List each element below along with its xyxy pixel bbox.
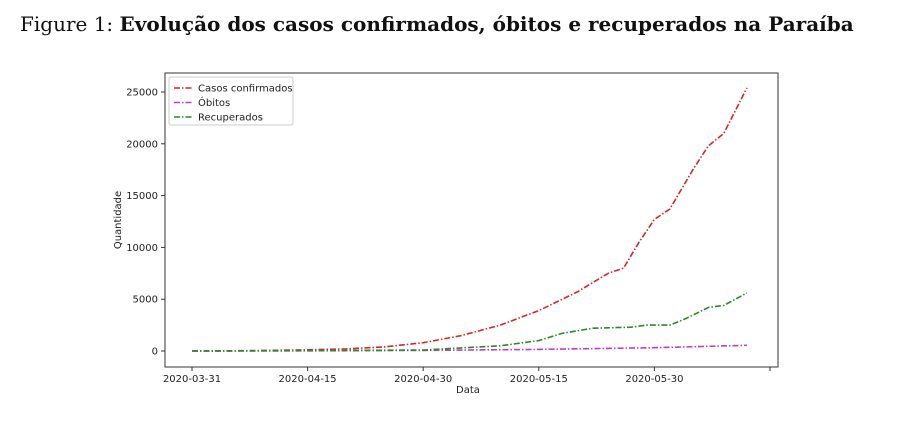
series-line-0 bbox=[191, 87, 748, 352]
series-line-2 bbox=[191, 292, 748, 352]
figure-caption: Figure 1: Evolução dos casos confirmados… bbox=[20, 12, 854, 36]
x-tick-label: 2020-03-31 bbox=[163, 374, 221, 385]
y-tick-label: 10000 bbox=[126, 243, 158, 254]
figure-label: Figure 1: bbox=[20, 12, 114, 36]
x-axis-label: Data bbox=[456, 385, 480, 396]
figure-title: Evolução dos casos confirmados, óbitos e… bbox=[119, 12, 854, 36]
y-tick-label: 0 bbox=[152, 347, 158, 358]
legend-label: Óbitos bbox=[198, 96, 230, 109]
x-tick-label: 2020-05-15 bbox=[510, 374, 568, 385]
y-axis-label: Quantidade bbox=[113, 191, 124, 249]
legend-label: Casos confirmados bbox=[198, 84, 293, 95]
legend-label: Recuperados bbox=[198, 113, 263, 124]
y-tick-label: 5000 bbox=[133, 295, 158, 306]
y-tick-label: 20000 bbox=[126, 139, 158, 150]
plot-frame bbox=[164, 72, 779, 368]
x-tick-label: 2020-04-30 bbox=[394, 374, 452, 385]
x-tick-label: 2020-04-15 bbox=[279, 374, 337, 385]
y-tick-label: 15000 bbox=[126, 191, 158, 202]
x-tick-label: 2020-05-30 bbox=[625, 374, 683, 385]
y-tick-label: 25000 bbox=[126, 88, 158, 99]
